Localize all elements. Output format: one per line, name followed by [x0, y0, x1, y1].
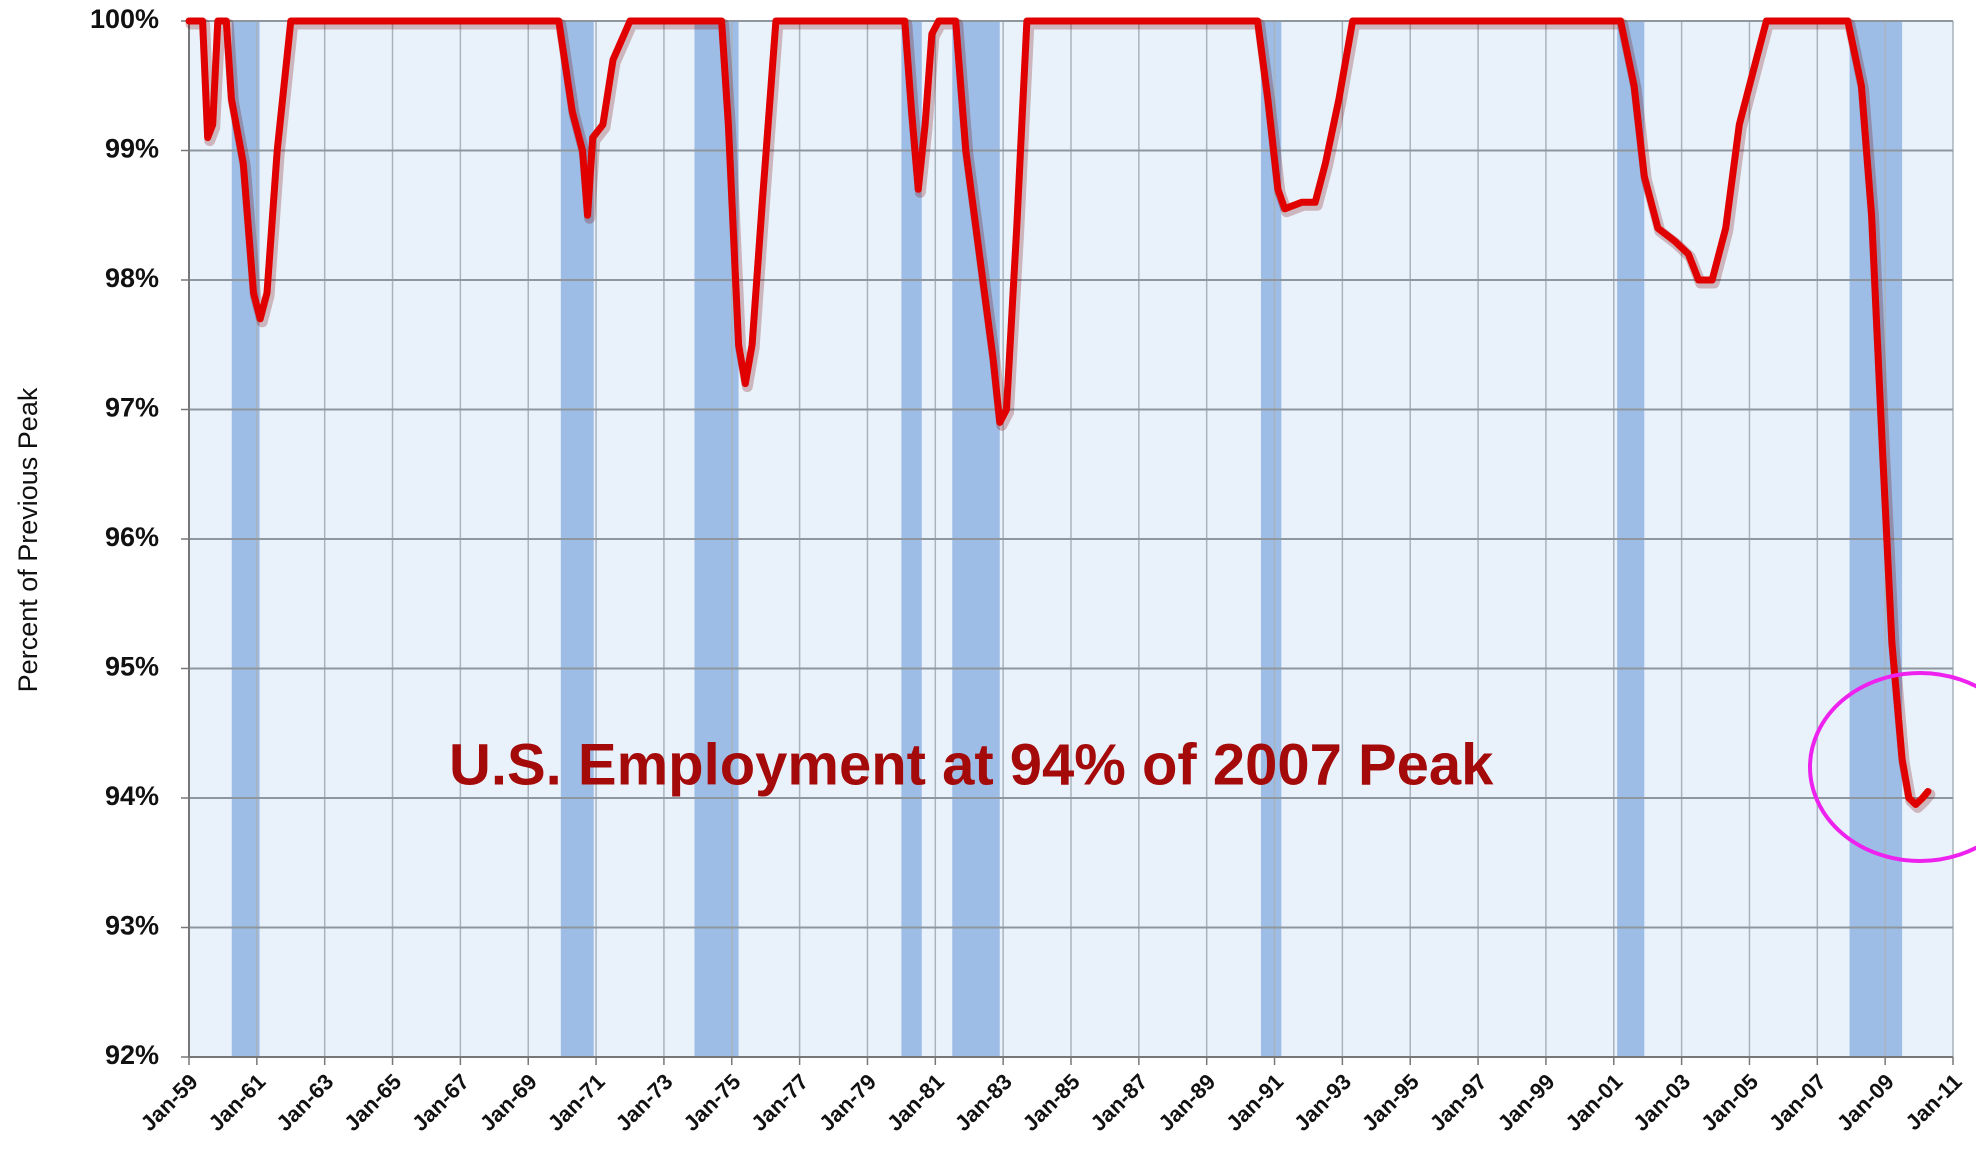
- x-tick-label: Jan-87: [1086, 1069, 1153, 1136]
- x-tick-label: Jan-95: [1357, 1069, 1424, 1136]
- x-tick-label: Jan-81: [882, 1069, 949, 1136]
- x-tick-label: Jan-69: [475, 1069, 542, 1136]
- x-tick-label: Jan-03: [1628, 1069, 1695, 1136]
- x-tick-label: Jan-11: [1901, 1069, 1967, 1135]
- y-tick-label: 99%: [105, 134, 159, 164]
- x-tick-label: Jan-65: [339, 1069, 406, 1136]
- y-axis-label: Percent of Previous Peak: [13, 387, 43, 692]
- x-tick-label: Jan-07: [1764, 1069, 1831, 1136]
- y-tick-label: 92%: [105, 1040, 159, 1070]
- x-tick-label: Jan-67: [407, 1069, 474, 1136]
- x-tick-label: Jan-85: [1018, 1069, 1085, 1136]
- line: [185, 17, 1932, 808]
- annotation: U.S. Employment at 94% of 2007 Peak: [449, 732, 1494, 797]
- x-tick-label: Jan-73: [611, 1069, 678, 1136]
- y-tick-label: 100%: [90, 4, 159, 34]
- x-tick-label: Jan-93: [1289, 1069, 1356, 1136]
- x-tick-label: Jan-75: [678, 1069, 745, 1136]
- x-tick-label: Jan-05: [1696, 1069, 1763, 1136]
- highlight-circle: [1808, 671, 1976, 863]
- x-tick-label: Jan-71: [543, 1069, 610, 1136]
- x-tick-label: Jan-99: [1493, 1069, 1560, 1136]
- y-tick-label: 95%: [105, 652, 159, 682]
- x-tick-label: Jan-79: [814, 1069, 881, 1136]
- x-tick-label: Jan-91: [1221, 1069, 1288, 1136]
- x-tick-label: Jan-09: [1832, 1069, 1899, 1136]
- y-tick-label: 98%: [105, 263, 159, 293]
- x-tick-label: Jan-63: [271, 1069, 338, 1136]
- x-tick-label: Jan-97: [1425, 1069, 1492, 1136]
- y-tick-label: 94%: [105, 781, 159, 811]
- x-tick-label: Jan-01: [1560, 1069, 1627, 1136]
- y-tick-label: 97%: [105, 393, 159, 423]
- x-tick-label: Jan-61: [204, 1069, 271, 1136]
- x-tick-label: Jan-77: [746, 1069, 813, 1136]
- x-tick-label: Jan-83: [950, 1069, 1017, 1136]
- y-tick-label: 93%: [105, 911, 159, 941]
- x-tick-label: Jan-59: [136, 1069, 203, 1136]
- x-tick-label: Jan-89: [1153, 1069, 1220, 1136]
- y-tick-label: 96%: [105, 522, 159, 552]
